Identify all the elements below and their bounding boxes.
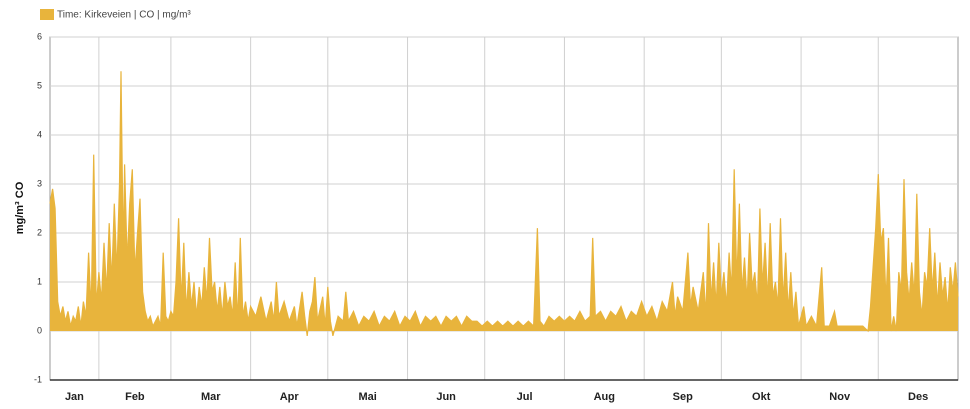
- y-tick-label: 0: [37, 325, 42, 335]
- y-axis-label: mg/m³ CO: [14, 181, 26, 234]
- x-tick-label: Mai: [358, 391, 376, 403]
- x-tick-label: Mar: [201, 391, 221, 403]
- line: [49, 71, 959, 337]
- x-tick-label: Sep: [673, 391, 693, 403]
- x-tick-label: Apr: [280, 391, 300, 403]
- y-tick-label: 5: [37, 80, 42, 90]
- x-tick-label: Jun: [436, 391, 456, 403]
- x-tick-label: Feb: [125, 391, 145, 403]
- x-tick-label: Nov: [829, 391, 851, 403]
- x-tick-label: Jul: [517, 391, 533, 403]
- x-tick-label: Des: [908, 391, 928, 403]
- area: [50, 71, 958, 336]
- x-tick-label: Jan: [65, 391, 84, 403]
- legend-label: Time: Kirkeveien | CO | mg/m³: [57, 10, 191, 21]
- legend-swatch: [40, 9, 54, 20]
- y-tick-label: -1: [34, 374, 42, 384]
- y-tick-label: 1: [37, 276, 42, 286]
- y-tick-label: 2: [37, 227, 42, 237]
- x-tick-label: Okt: [752, 391, 771, 403]
- y-tick-label: 4: [37, 129, 42, 139]
- y-tick-label: 3: [37, 178, 42, 188]
- y-tick-label: 6: [37, 31, 42, 41]
- x-tick-label: Aug: [594, 391, 615, 403]
